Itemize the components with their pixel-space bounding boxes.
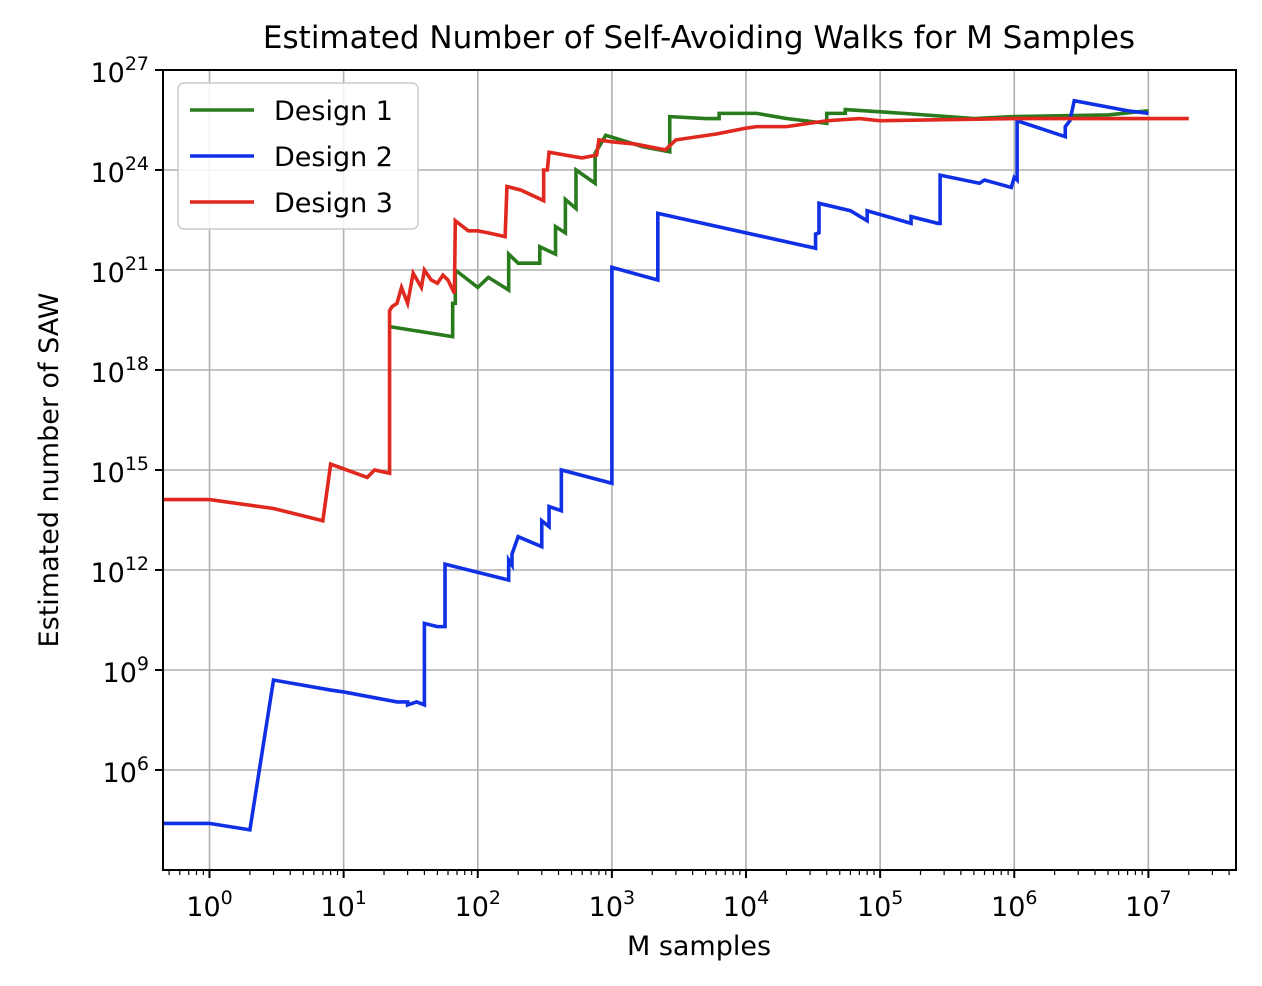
legend-label: Design 3: [274, 188, 393, 219]
x-tick-label: 107: [1125, 887, 1171, 923]
y-tick-label: 1027: [90, 53, 149, 89]
series-line-design-2: [163, 98, 1149, 832]
y-tick-label: 1012: [90, 553, 149, 589]
x-tick-label: 100: [186, 887, 232, 923]
series-lines: [163, 98, 1189, 832]
x-axis-label: M samples: [627, 931, 771, 962]
x-tick-label: 102: [455, 887, 501, 923]
y-tick-label: 1024: [90, 153, 149, 189]
series-line-design-3: [163, 116, 1189, 523]
series-line-design-1: [389, 107, 1149, 339]
x-tick-label: 106: [991, 887, 1037, 923]
y-tick-label: 106: [103, 753, 149, 789]
x-tick-label: 104: [723, 887, 769, 923]
y-tick-label: 109: [103, 653, 149, 689]
y-tick-label: 1018: [90, 353, 149, 389]
legend: Design 1 Design 2 Design 3: [177, 82, 419, 230]
y-axis-label: Estimated number of SAW: [34, 293, 65, 648]
x-tick-label: 103: [589, 887, 635, 923]
axis-ticks: 100 101 102 103 104 105 106 107 106 109 1012 1015 10…: [90, 53, 1230, 923]
y-tick-label: 1021: [90, 253, 149, 289]
legend-box: [177, 82, 419, 230]
x-tick-label: 101: [320, 887, 366, 923]
legend-label: Design 2: [274, 142, 393, 173]
legend-label: Design 1: [274, 96, 393, 127]
chart-title: Estimated Number of Self-Avoiding Walks …: [263, 20, 1135, 56]
y-tick-label: 1015: [90, 453, 149, 489]
x-tick-label: 105: [857, 887, 903, 923]
